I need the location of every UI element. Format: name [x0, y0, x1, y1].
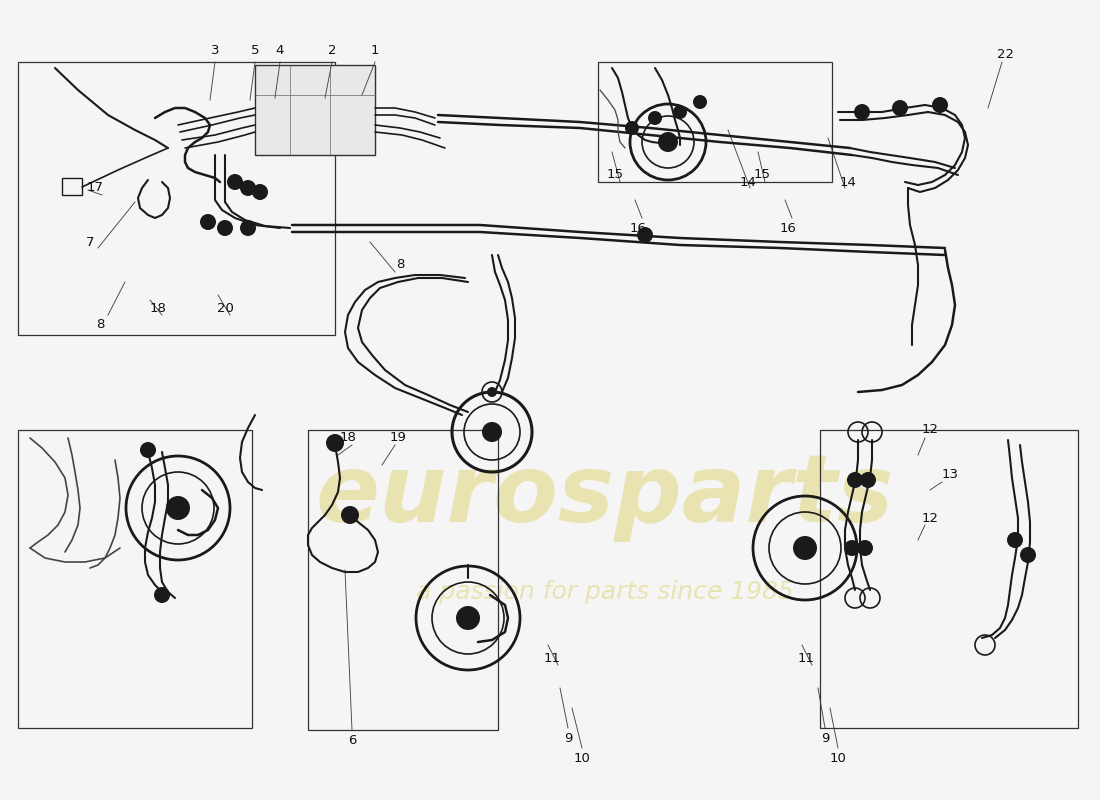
Circle shape: [1006, 532, 1023, 548]
Text: a passion for parts since 1985: a passion for parts since 1985: [416, 580, 794, 604]
Text: 8: 8: [96, 318, 104, 331]
Circle shape: [482, 422, 502, 442]
Circle shape: [487, 387, 497, 397]
Circle shape: [673, 105, 688, 119]
Circle shape: [252, 184, 268, 200]
Circle shape: [892, 100, 907, 116]
Text: 2: 2: [328, 43, 337, 57]
Text: 8: 8: [396, 258, 404, 271]
Bar: [255, 65, 375, 155]
Text: 11: 11: [543, 651, 561, 665]
Circle shape: [341, 506, 359, 524]
Circle shape: [200, 214, 216, 230]
Text: 16: 16: [780, 222, 796, 234]
Circle shape: [648, 111, 662, 125]
Circle shape: [857, 540, 873, 556]
Text: 15: 15: [606, 169, 624, 182]
Circle shape: [860, 472, 876, 488]
Text: 18: 18: [340, 431, 356, 445]
Circle shape: [637, 227, 653, 243]
Text: 12: 12: [922, 511, 938, 525]
Text: 15: 15: [754, 169, 770, 182]
Circle shape: [140, 442, 156, 458]
Bar: [18, 62, 336, 335]
Text: 3: 3: [211, 43, 219, 57]
Bar: [18, 430, 252, 728]
Text: 9: 9: [564, 731, 572, 745]
Text: 22: 22: [997, 49, 1013, 62]
Text: 20: 20: [217, 302, 233, 314]
Text: 1: 1: [371, 43, 380, 57]
Text: 19: 19: [389, 431, 406, 445]
Circle shape: [847, 472, 864, 488]
Circle shape: [793, 536, 817, 560]
Text: 5: 5: [251, 43, 260, 57]
Bar: [62, 178, 82, 195]
Text: 12: 12: [922, 423, 938, 437]
Text: 16: 16: [629, 222, 647, 234]
Circle shape: [854, 104, 870, 120]
Circle shape: [166, 496, 190, 520]
Text: 4: 4: [276, 43, 284, 57]
Text: 7: 7: [86, 235, 95, 249]
Text: 11: 11: [798, 651, 814, 665]
Circle shape: [844, 540, 860, 556]
Text: 14: 14: [839, 175, 857, 189]
Circle shape: [1020, 547, 1036, 563]
Text: 18: 18: [150, 302, 166, 314]
Circle shape: [240, 180, 256, 196]
Text: 13: 13: [942, 469, 958, 482]
Text: eurosparts: eurosparts: [316, 450, 894, 542]
Bar: [820, 430, 1078, 728]
Circle shape: [227, 174, 243, 190]
Text: 9: 9: [821, 731, 829, 745]
Text: 10: 10: [573, 751, 591, 765]
Text: 6: 6: [348, 734, 356, 746]
Circle shape: [625, 121, 639, 135]
Circle shape: [154, 587, 170, 603]
Text: 10: 10: [829, 751, 846, 765]
Text: 14: 14: [739, 175, 757, 189]
Circle shape: [658, 132, 678, 152]
Bar: [308, 430, 498, 730]
Circle shape: [326, 434, 344, 452]
Circle shape: [693, 95, 707, 109]
Bar: [598, 62, 832, 182]
Circle shape: [240, 220, 256, 236]
Text: 17: 17: [87, 182, 103, 194]
Circle shape: [217, 220, 233, 236]
Circle shape: [456, 606, 480, 630]
Circle shape: [932, 97, 948, 113]
